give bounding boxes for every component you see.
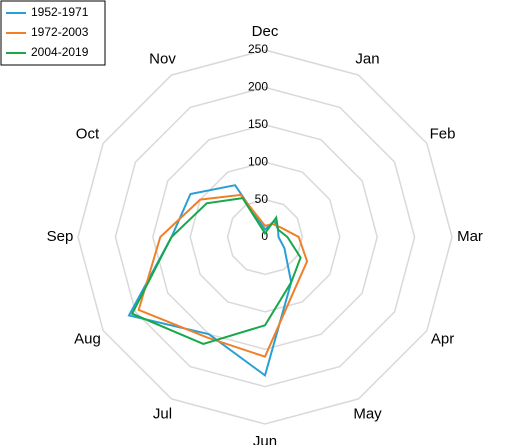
category-label: Jun	[253, 433, 277, 445]
legend-label: 1972-2003	[31, 25, 89, 39]
series-line	[130, 197, 302, 345]
r-tick-label: 50	[255, 192, 269, 206]
category-label: Sep	[47, 228, 74, 245]
category-label: Feb	[430, 125, 456, 142]
r-tick-label: 0	[261, 229, 268, 243]
legend-label: 2004-2019	[31, 45, 89, 59]
series-line	[137, 193, 309, 358]
r-tick-label: 100	[248, 154, 268, 168]
r-tick-label: 250	[248, 42, 268, 56]
grid-ring	[77, 49, 453, 425]
category-label: Jul	[153, 406, 172, 423]
category-label: Jan	[355, 50, 379, 67]
category-label: Aug	[74, 330, 101, 347]
category-label: Apr	[431, 330, 454, 347]
category-label: Oct	[76, 125, 100, 142]
legend-label: 1952-1971	[31, 5, 89, 19]
r-tick-label: 150	[248, 117, 268, 131]
r-tick-label: 200	[248, 80, 268, 94]
series-line	[127, 184, 293, 378]
grid-ring	[152, 124, 378, 350]
grid-ring	[114, 86, 416, 388]
category-label: Mar	[457, 228, 483, 245]
grid-ring	[226, 198, 304, 276]
category-label: May	[353, 406, 382, 423]
category-label: Dec	[252, 23, 279, 40]
category-label: Nov	[149, 50, 176, 67]
